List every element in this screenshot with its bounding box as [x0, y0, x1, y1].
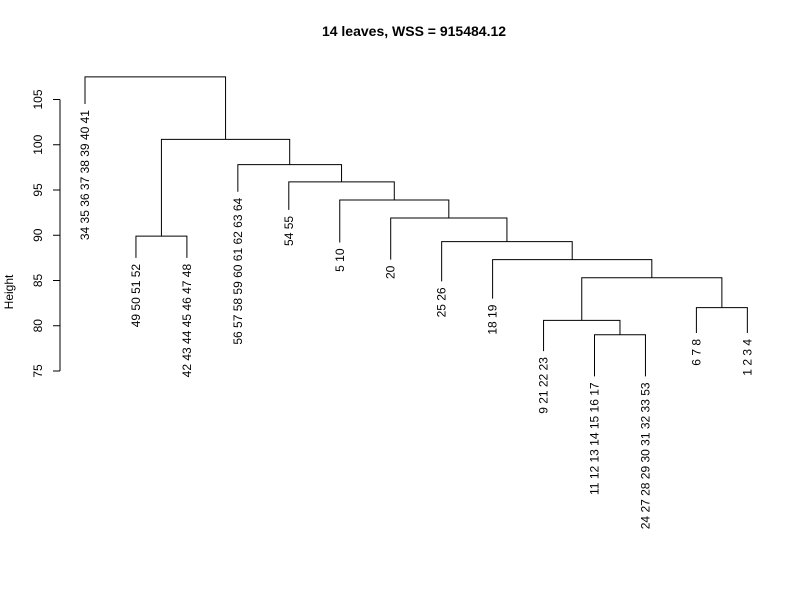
- leaf-label: 20: [384, 265, 398, 279]
- y-axis-label: Height: [2, 274, 16, 309]
- dendrogram-link: [288, 181, 395, 210]
- leaf-labels: 34 35 36 37 38 39 40 41 49 50 51 52 42 43 …: [78, 110, 754, 530]
- y-tick-label: 95: [31, 183, 45, 197]
- y-tick-label: 80: [31, 319, 45, 333]
- y-axis: 75 80 85 90 95 100 105: [31, 89, 61, 378]
- dendrogram-link: [581, 277, 723, 321]
- leaf-label: 6 7 8: [689, 339, 703, 366]
- leaf-label: 11 12 13 14 15 16 17: [588, 382, 602, 495]
- dendrogram-link: [594, 334, 646, 377]
- dendrogram-link: [543, 319, 621, 352]
- leaf-label: 34 35 36 37 38 39 40 41: [78, 110, 92, 240]
- leaf-label: 25 26: [435, 287, 449, 317]
- leaf-label: 49 50 51 52: [129, 264, 143, 328]
- dendrogram-link: [135, 235, 188, 258]
- chart-title: 14 leaves, WSS = 915484.12: [322, 23, 506, 39]
- y-tick-label: 85: [31, 274, 45, 288]
- dendrogram-link: [695, 307, 748, 333]
- y-tick-label: 105: [31, 89, 45, 109]
- leaf-label: 42 43 44 45 46 47 48: [180, 264, 194, 378]
- leaf-label: 18 19: [486, 304, 500, 334]
- leaf-label: 56 57 58 59 60 61 62 63 64: [231, 197, 245, 344]
- y-tick-label: 100: [31, 134, 45, 154]
- dendrogram-link: [492, 259, 653, 299]
- dendrogram-link: [237, 164, 343, 192]
- dendrogram-link: [441, 241, 573, 282]
- dendrogram-link: [390, 217, 508, 260]
- y-tick-label: 75: [31, 364, 45, 378]
- leaf-label: 5 10: [333, 248, 347, 272]
- dendrogram-link: [339, 199, 450, 243]
- y-tick-label: 90: [31, 228, 45, 242]
- leaf-label: 9 21 22 23: [537, 357, 551, 414]
- leaf-label: 1 2 3 4: [740, 339, 754, 376]
- leaf-label: 24 27 28 29 30 31 32 33 53: [638, 382, 652, 529]
- leaf-label: 54 55: [282, 216, 296, 246]
- dendrogram-links: [84, 76, 748, 377]
- dendrogram-link: [160, 138, 291, 237]
- dendrogram-link: [84, 76, 227, 140]
